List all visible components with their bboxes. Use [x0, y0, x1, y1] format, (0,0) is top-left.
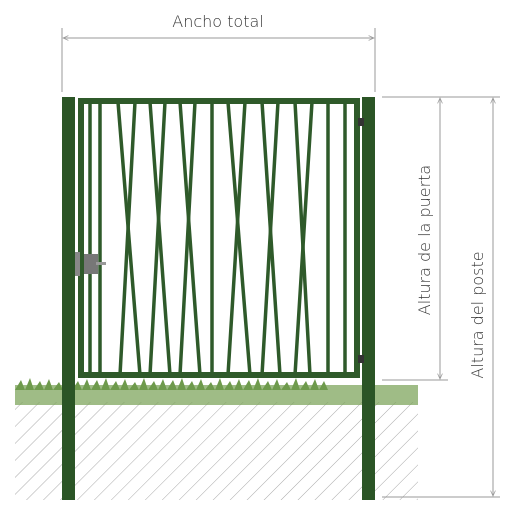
width-label: Ancho total: [172, 12, 263, 31]
hinge: [358, 355, 364, 363]
gate-bars: [88, 100, 347, 377]
right-post: [362, 97, 375, 500]
gate-height-label: Altura de la puerta: [415, 165, 434, 316]
gate-left-stile: [78, 98, 84, 378]
left-post: [62, 97, 75, 500]
gate-bottom-rail: [78, 372, 360, 378]
post-height-label: Altura del poste: [468, 251, 487, 378]
lock-box: [84, 254, 98, 274]
grass-blades: [15, 378, 328, 390]
lock-handle: [96, 262, 106, 265]
lock-plate: [72, 252, 80, 276]
hinge: [358, 118, 364, 126]
gate-right-stile: [354, 98, 360, 378]
gate-top-rail: [78, 98, 360, 104]
ground-hatch: [15, 402, 418, 500]
